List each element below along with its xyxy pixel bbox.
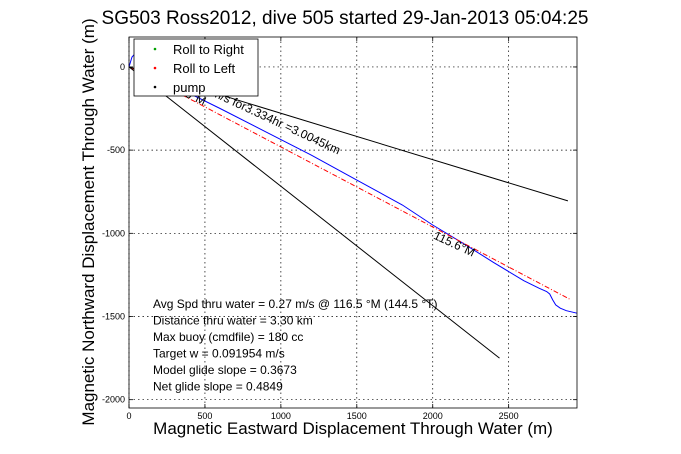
legend-marker xyxy=(153,47,157,51)
legend-label: Roll to Right xyxy=(173,42,244,57)
legend-marker xyxy=(153,66,157,70)
legend-marker xyxy=(153,85,157,89)
legend-label: Roll to Left xyxy=(173,61,236,76)
plot-frame xyxy=(128,36,578,409)
y-tick-label: -1000 xyxy=(102,228,125,238)
y-tick-label: -1500 xyxy=(102,311,125,321)
y-axis-ticks: 0 -500 -1000 -1500 -2000 xyxy=(102,62,577,405)
x-tick-label: 2500 xyxy=(499,411,519,421)
y-tick-label: -2000 xyxy=(102,395,125,405)
y-axis-label: Magnetic Northward Displacement Through … xyxy=(79,18,98,425)
y-tick-label: -500 xyxy=(107,145,125,155)
chart-title: SG503 Ross2012, dive 505 started 29-Jan-… xyxy=(102,8,589,29)
series-line-3 xyxy=(128,66,500,359)
x-tick-label: 2000 xyxy=(423,411,443,421)
series-line-1 xyxy=(128,66,570,300)
x-tick-label: 1000 xyxy=(271,411,291,421)
x-tick-label: 1500 xyxy=(347,411,367,421)
x-tick-label: 500 xyxy=(197,411,212,421)
stat-line: Net glide slope = 0.4849 xyxy=(153,380,283,394)
x-tick-label: 0 xyxy=(126,411,131,421)
stat-line: Avg Spd thru water = 0.27 m/s @ 116.5 °M… xyxy=(153,297,437,311)
legend-items: Roll to Right Roll to Left pump xyxy=(153,42,244,95)
legend: Roll to Right Roll to Left pump xyxy=(133,38,259,97)
stat-line: Max buoy (cmdfile) = 180 cc xyxy=(153,330,303,344)
x-axis-label: Magnetic Eastward Displacement Through W… xyxy=(153,419,553,438)
stat-line: Target w = 0.091954 m/s xyxy=(153,347,285,361)
y-tick-label: 0 xyxy=(120,62,125,72)
stat-line: Model glide slope = 0.3673 xyxy=(153,363,297,377)
stat-line: Distance thru water = 3.30 km xyxy=(153,314,313,328)
stats-text: Avg Spd thru water = 0.27 m/s @ 116.5 °M… xyxy=(153,297,437,394)
legend-label: pump xyxy=(173,80,206,95)
x-axis-ticks: 0 500 1000 1500 2000 2500 xyxy=(126,37,519,421)
